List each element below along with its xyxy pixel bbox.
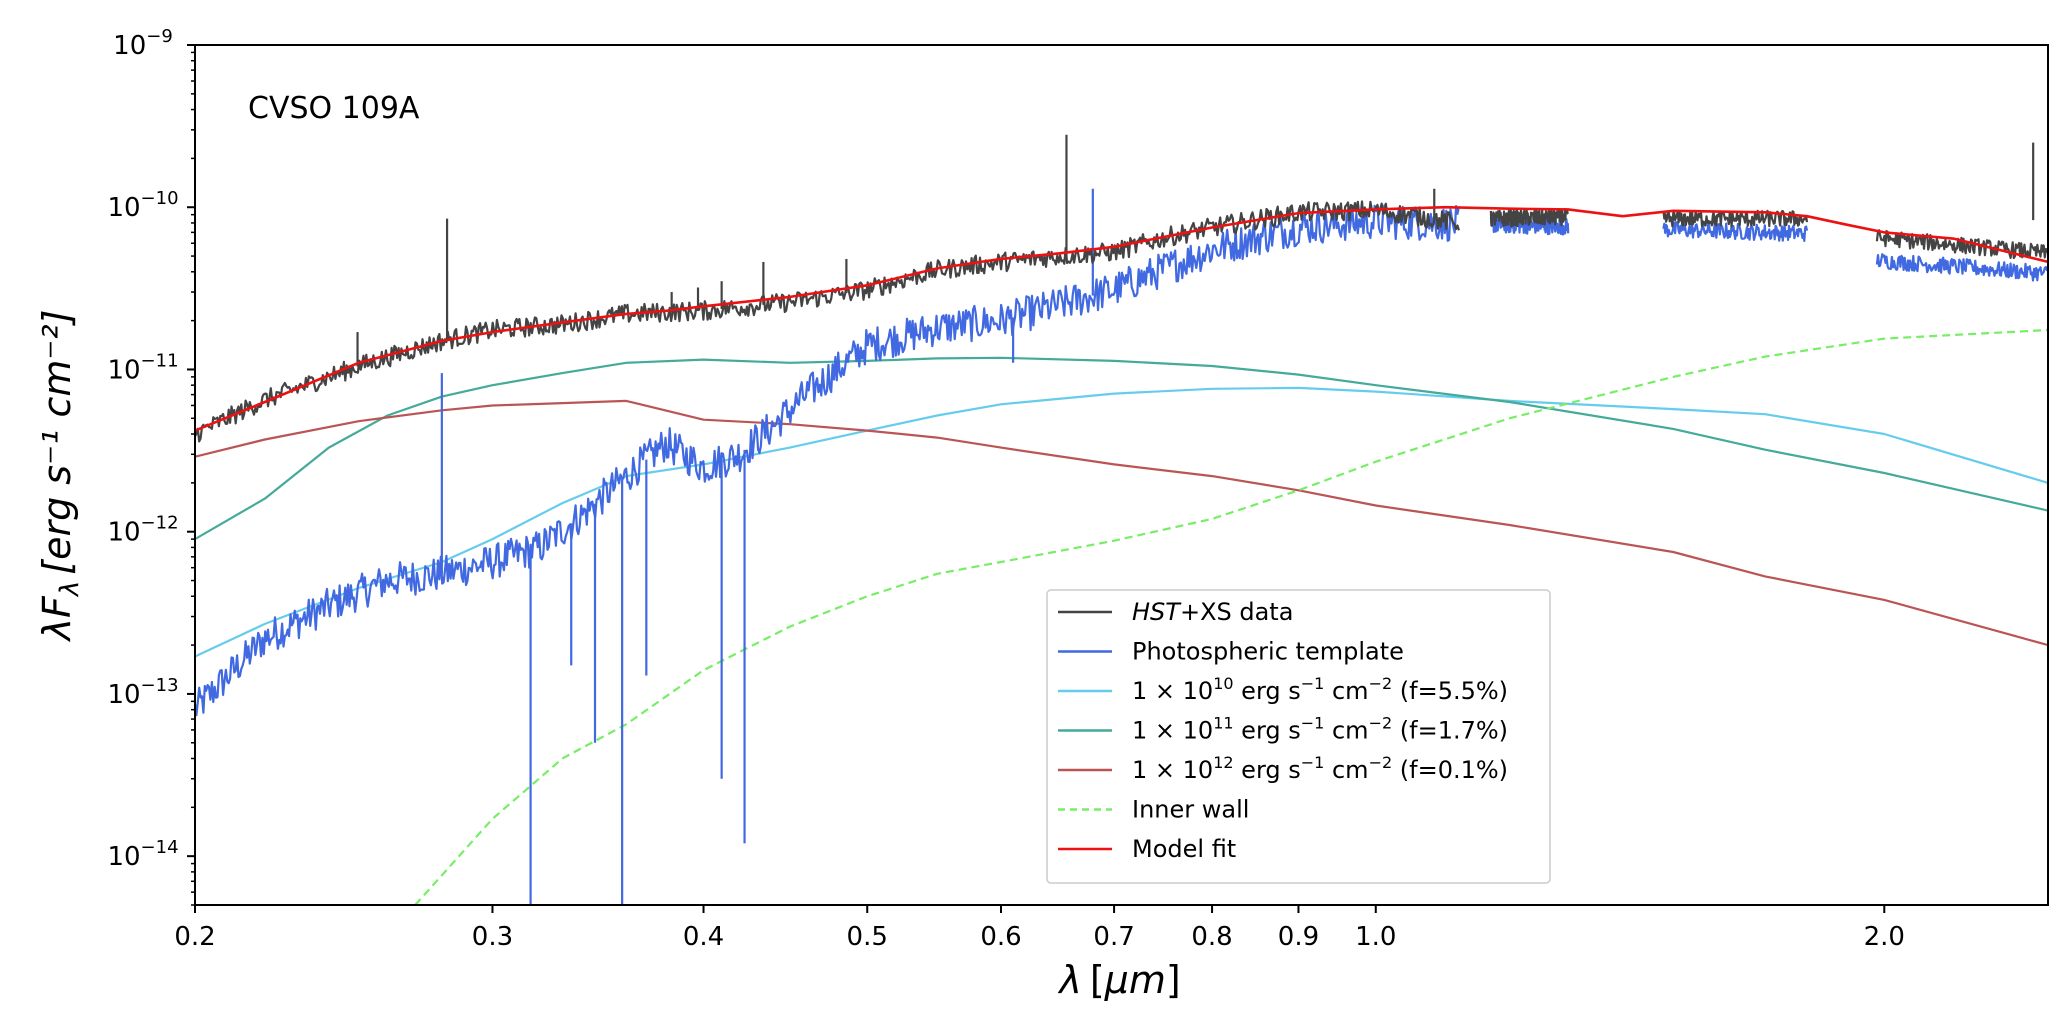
x-tick-label: 1.0 [1355, 922, 1396, 952]
y-tick-label: 10−14 [107, 837, 178, 872]
series-line [195, 204, 1460, 717]
series-line [195, 205, 2048, 432]
x-tick-label: 0.9 [1278, 922, 1319, 952]
legend-item: Inner wall [1058, 796, 1249, 824]
series-segment [1662, 221, 1809, 242]
series-model-fit [195, 205, 2048, 432]
series-photospheric-template [195, 188, 2048, 905]
legend-box [1046, 589, 1551, 884]
series-line [195, 399, 2048, 647]
y-axis-label: λFλ[erg s⁻¹ cm⁻²] [35, 310, 85, 643]
series-hst-xs-data [195, 134, 2048, 443]
y-tick-label: 10−11 [107, 350, 178, 385]
legend-item: 1 × 1010 erg s−1 cm−2 (f=5.5%) [1058, 674, 1508, 705]
star-annotation: CVSO 109A [248, 91, 420, 126]
legend-label: 1 × 1012 erg s−1 cm−2 (f=0.1%) [1132, 753, 1508, 784]
legend-item: 1 × 1011 erg s−1 cm−2 (f=1.7%) [1058, 714, 1508, 745]
series-1e12 [195, 399, 2048, 647]
y-tick-label: 10−12 [107, 513, 178, 548]
legend-label: HST+XS data [1132, 598, 1293, 626]
series-line [195, 200, 1460, 443]
series-segment [1662, 209, 1809, 228]
x-tick-label: 0.6 [980, 922, 1021, 952]
legend-item: Photospheric template [1058, 638, 1404, 666]
legend: HST+XS data Photospheric template 1 × 1010… [1046, 589, 1551, 884]
legend-label: 1 × 1010 erg s−1 cm−2 (f=5.5%) [1132, 674, 1508, 705]
series-line [195, 386, 2048, 658]
x-tick-label: 0.3 [472, 922, 513, 952]
y-axis: 10−14 10−13 10−12 10−11 10−10 10−9 [107, 26, 195, 906]
plot-frame [194, 44, 2049, 906]
series-layer [195, 134, 2048, 905]
series-line [414, 328, 2048, 905]
series-segment [1875, 253, 2048, 282]
y-tick-label: 10−9 [113, 26, 173, 61]
legend-label: Photospheric template [1132, 638, 1404, 666]
x-tick-label: 0.5 [847, 922, 888, 952]
y-tick-label: 10−10 [107, 188, 178, 223]
series-inner-wall [414, 328, 2048, 905]
legend-label: 1 × 1011 erg s−1 cm−2 (f=1.7%) [1132, 714, 1508, 745]
x-tick-label: 0.2 [174, 922, 215, 952]
x-axis: 0.2 0.3 0.4 0.5 0.6 0.7 0.8 0.9 1.0 2.0 [174, 905, 1905, 952]
legend-item: 1 × 1012 erg s−1 cm−2 (f=0.1%) [1058, 753, 1508, 784]
legend-item: HST+XS data [1058, 598, 1293, 626]
legend-item: Model fit [1058, 835, 1236, 863]
series-segment [1875, 229, 2048, 260]
legend-label: Model fit [1132, 835, 1236, 863]
y-tick-label: 10−13 [107, 675, 178, 710]
legend-label: Inner wall [1132, 796, 1249, 824]
series-1e10 [195, 386, 2048, 658]
x-tick-label: 0.4 [683, 922, 724, 952]
x-tick-label: 0.8 [1191, 922, 1232, 952]
series-1e11 [195, 356, 2048, 541]
x-axis-label: λ [μm] [1057, 958, 1180, 1002]
series-segment [1489, 208, 1569, 228]
x-tick-label: 0.7 [1093, 922, 1134, 952]
x-tick-label: 2.0 [1864, 922, 1905, 952]
series-line [195, 356, 2048, 541]
